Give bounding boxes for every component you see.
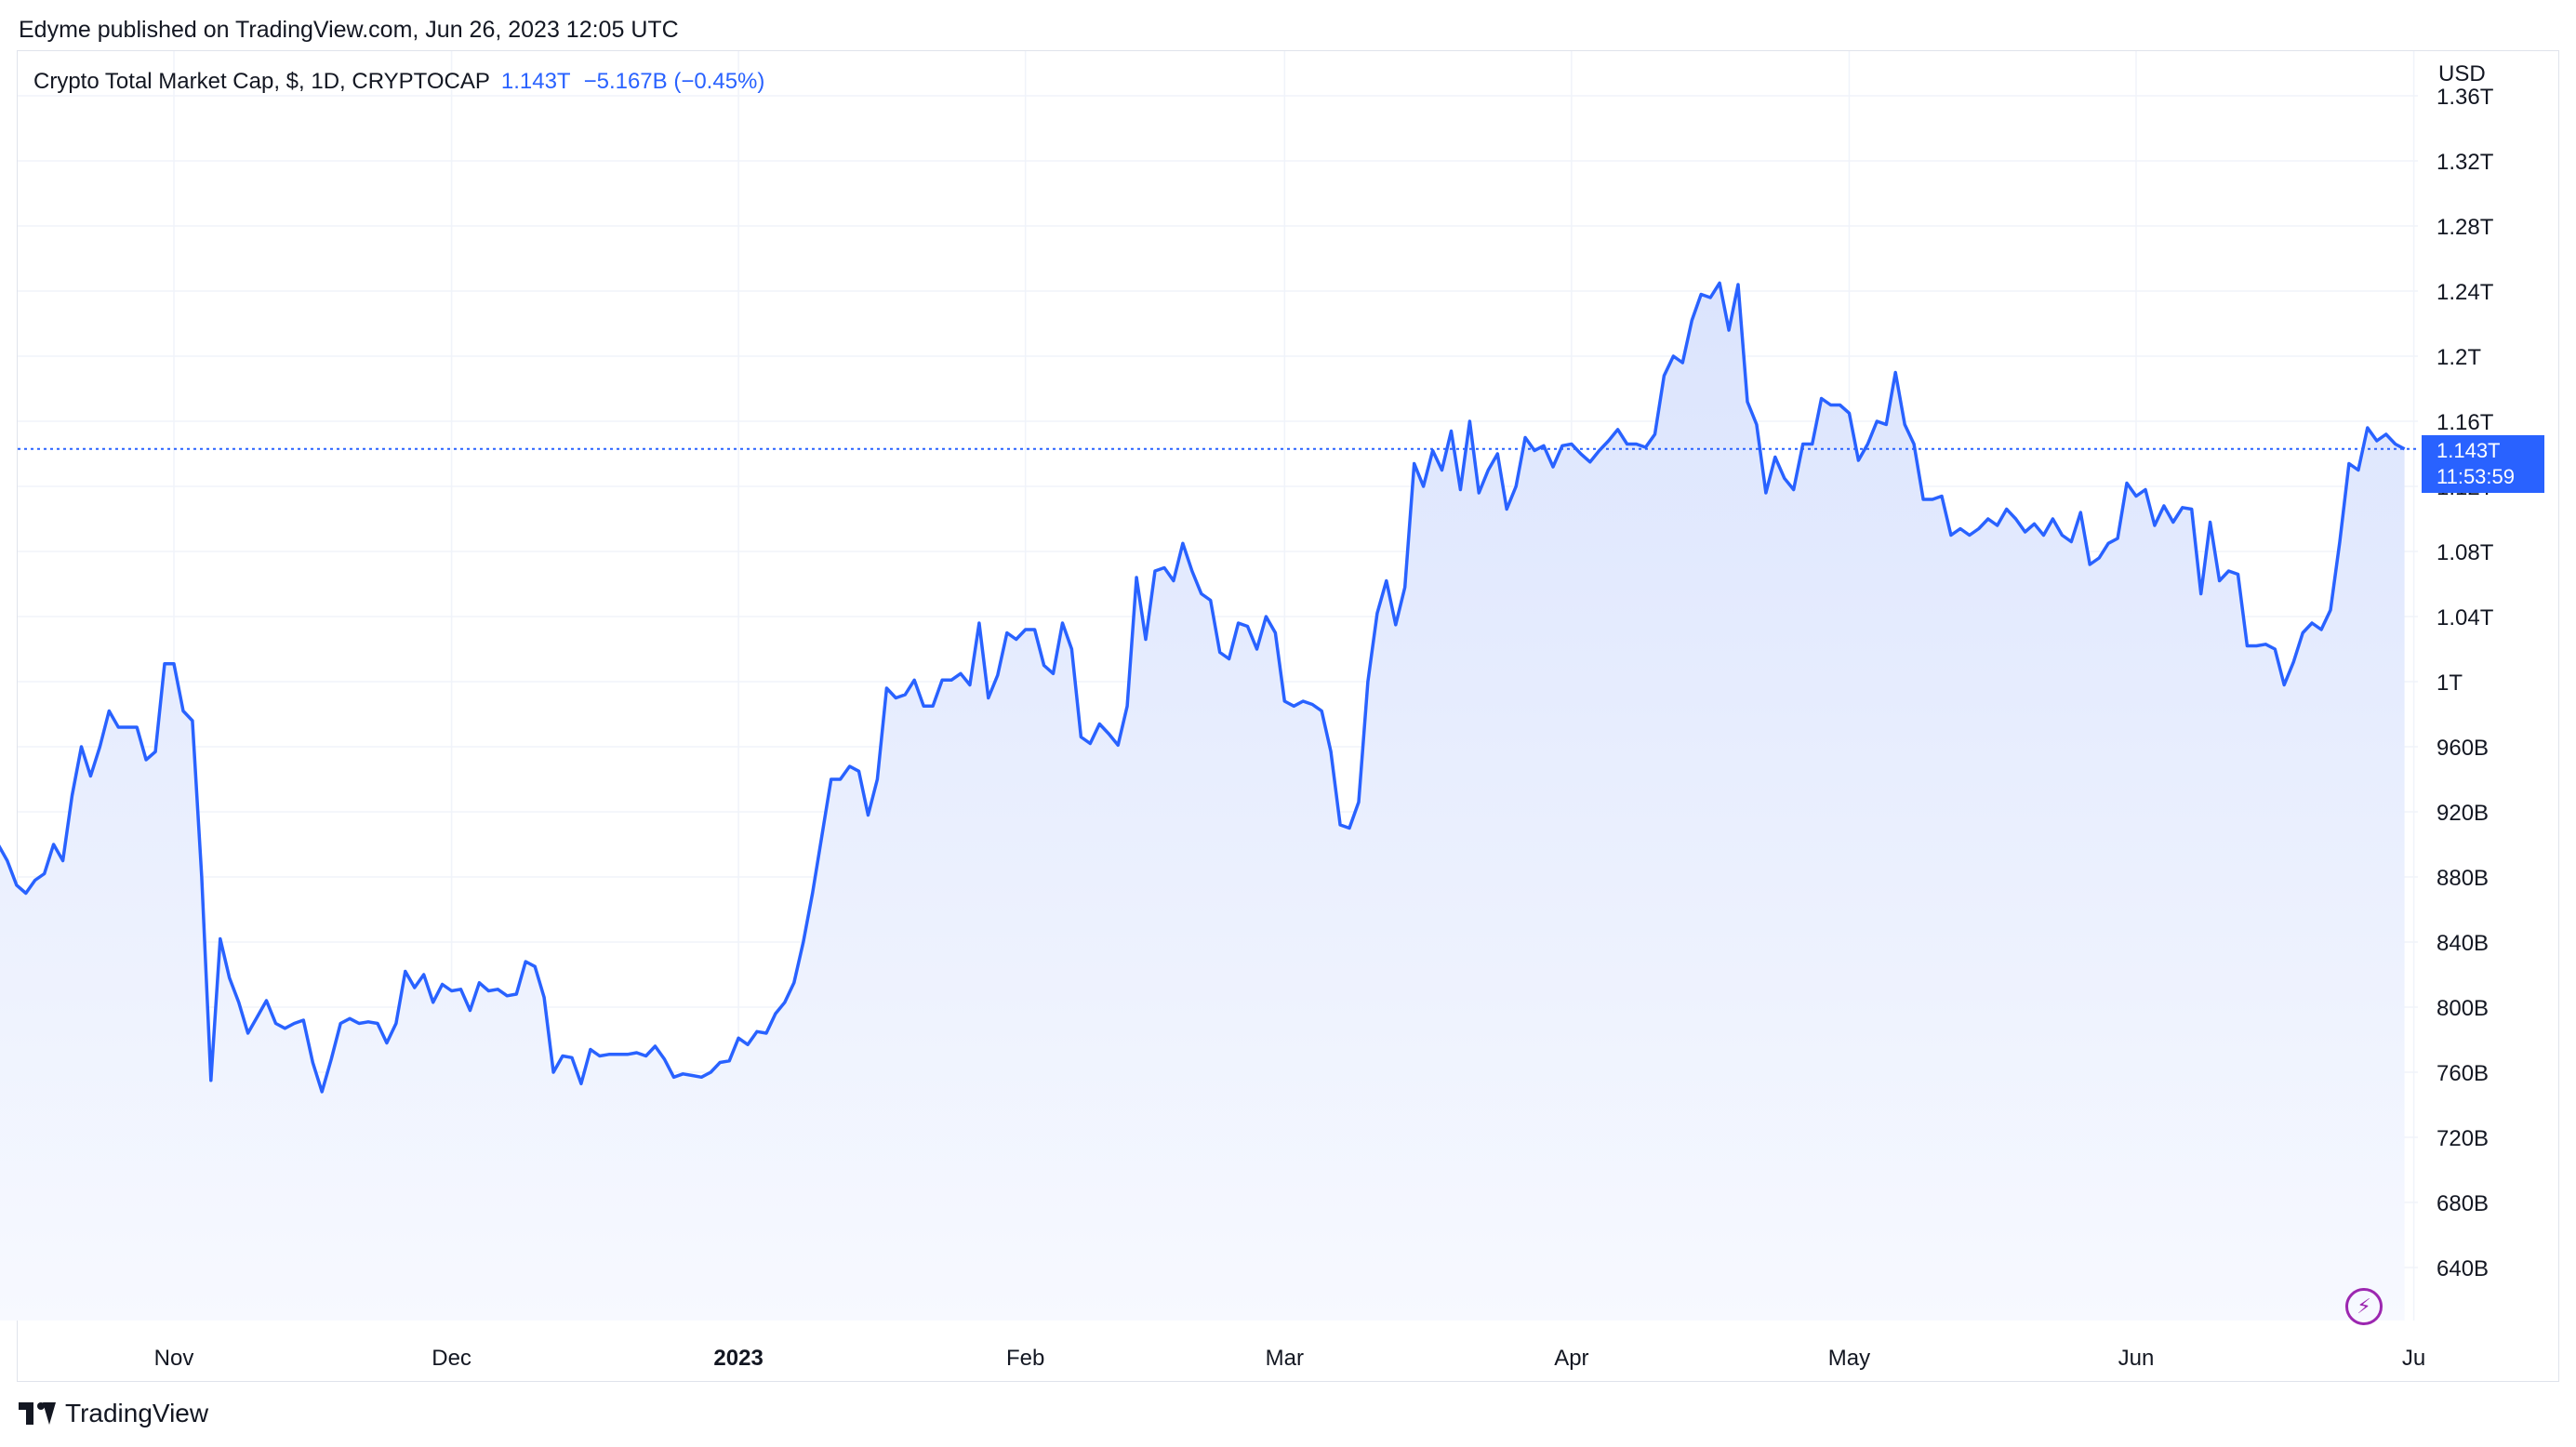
chart-legend: Crypto Total Market Cap, $, 1D, CRYPTOCA… [33, 69, 764, 95]
tradingview-logo-icon [19, 1402, 56, 1425]
y-tick-label: 1.24T [2437, 280, 2494, 305]
y-tick-label: 1.16T [2437, 410, 2494, 435]
y-tick-label: 760B [2437, 1061, 2489, 1086]
y-tick-label: 880B [2437, 866, 2489, 891]
y-tick-label: 800B [2437, 996, 2489, 1021]
y-tick-label: 1.28T [2437, 215, 2494, 240]
chart-frame [17, 50, 2559, 1382]
price-badge: 1.143T 11:53:59 [2422, 435, 2544, 493]
y-tick-label: 680B [2437, 1191, 2489, 1216]
x-tick-label: Feb [1006, 1346, 1044, 1371]
y-tick-label: 720B [2437, 1126, 2489, 1151]
x-tick-label: Nov [154, 1346, 194, 1371]
y-tick-label: 1.04T [2437, 605, 2494, 631]
x-tick-label: Jun [2118, 1346, 2155, 1371]
x-tick-label: May [1828, 1346, 1870, 1371]
badge-countdown: 11:53:59 [2437, 465, 2516, 488]
y-tick-label: 1.32T [2437, 150, 2494, 175]
x-tick-label: Dec [432, 1346, 471, 1371]
y-tick-label: 840B [2437, 931, 2489, 956]
footer-brand[interactable]: TradingView [19, 1399, 208, 1428]
currency-label[interactable]: USD [2438, 61, 2486, 86]
y-tick-label: 1.08T [2437, 540, 2494, 565]
area-fill [0, 283, 2405, 1321]
publisher-caption: Edyme published on TradingView.com, Jun … [19, 17, 679, 43]
y-tick-label: 960B [2437, 736, 2489, 761]
y-tick-label: 1.36T [2437, 85, 2494, 110]
y-tick-label: 1T [2437, 670, 2463, 696]
x-tick-label: Mar [1266, 1346, 1304, 1371]
last-price: 1.143T [500, 69, 571, 94]
lightning-icon[interactable]: ⚡ [2345, 1288, 2383, 1325]
x-tick-label: 2023 [713, 1346, 763, 1371]
price-line [0, 281, 2406, 1094]
y-tick-label: 640B [2437, 1256, 2489, 1281]
x-tick-label: Apr [1554, 1346, 1588, 1371]
badge-price: 1.143T [2437, 439, 2501, 462]
y-tick-label: 920B [2437, 801, 2489, 826]
symbol-description: Crypto Total Market Cap, $, 1D, CRYPTOCA… [33, 69, 490, 94]
brand-name: TradingView [65, 1399, 209, 1427]
y-tick-label: 1.2T [2437, 345, 2481, 370]
x-tick-label: Ju [2402, 1346, 2425, 1371]
price-change: −5.167B (−0.45%) [583, 69, 765, 94]
